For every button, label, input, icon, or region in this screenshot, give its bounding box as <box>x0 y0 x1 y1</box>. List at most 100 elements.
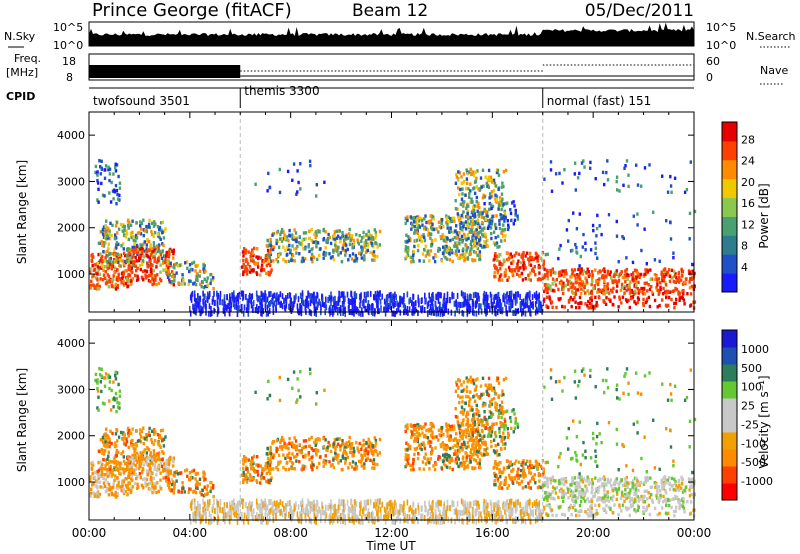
power-cell <box>475 310 478 317</box>
date-title: 05/Dec/2011 <box>585 1 694 21</box>
power-cell <box>447 245 450 250</box>
power-cell <box>208 303 211 310</box>
power-cell <box>249 258 253 263</box>
power-cell <box>321 301 324 307</box>
power-cell <box>478 295 480 302</box>
power-cell <box>202 290 204 297</box>
power-cell <box>288 303 290 310</box>
power-cell <box>462 301 465 308</box>
power-cell <box>637 297 640 301</box>
power-cell <box>489 221 492 225</box>
power-cell <box>606 287 610 291</box>
power-cell <box>359 293 361 300</box>
power-cell <box>525 293 527 300</box>
power-cell <box>669 174 672 179</box>
velocity-cell <box>159 445 162 449</box>
power-cell <box>300 306 302 313</box>
velocity-cell <box>158 433 162 438</box>
velocity-cell <box>155 453 158 457</box>
power-cell <box>403 292 405 299</box>
velocity-cell <box>144 477 147 481</box>
velocity-cell <box>205 487 208 491</box>
power-cell <box>484 308 486 315</box>
velocity-cell <box>254 390 257 394</box>
velocity-cell <box>452 438 455 442</box>
power-cell <box>310 252 314 257</box>
power-cell <box>360 292 362 299</box>
power-cell <box>490 220 494 224</box>
power-cell <box>461 200 465 205</box>
power-cell <box>403 303 406 309</box>
power-cell <box>334 295 336 302</box>
power-cell <box>272 301 274 308</box>
power-cell <box>424 244 427 248</box>
power-cell <box>623 166 626 170</box>
power-cell <box>316 257 319 262</box>
velocity-cell <box>139 432 142 436</box>
power-cell <box>267 171 270 176</box>
power-cell <box>93 267 97 272</box>
velocity-cell <box>127 434 130 438</box>
power-cell <box>520 305 522 312</box>
power-cell <box>466 293 469 300</box>
power-cell <box>509 208 512 212</box>
velocity-cell <box>348 440 351 444</box>
power-cell <box>606 285 609 289</box>
power-cell <box>105 260 109 264</box>
power-cell <box>470 294 472 300</box>
power-cell <box>660 270 663 274</box>
power-cell <box>284 305 287 312</box>
power-cell <box>308 229 311 233</box>
power-cell <box>434 238 437 242</box>
power-cell <box>344 307 346 314</box>
velocity-cell <box>346 444 350 448</box>
velocity-cell <box>156 481 159 485</box>
power-cell <box>461 301 463 308</box>
power-cell <box>128 264 131 268</box>
power-cell <box>470 240 473 244</box>
power-cell <box>109 259 112 264</box>
power-cell <box>428 221 431 225</box>
power-cell <box>305 302 308 309</box>
power-cell <box>367 308 370 315</box>
velocity-cell <box>127 481 131 485</box>
velocity-cell <box>358 459 361 464</box>
power-cell <box>369 290 372 297</box>
power-cell <box>350 257 354 261</box>
power-cell <box>373 308 376 315</box>
power-cell <box>285 253 288 257</box>
power-cell <box>194 269 197 273</box>
power-cell <box>329 241 333 246</box>
power-cell <box>342 310 344 316</box>
power-cell <box>497 234 500 239</box>
power-cell <box>480 220 484 225</box>
power-cell <box>534 301 537 308</box>
velocity-cell <box>134 447 137 451</box>
power-cell <box>466 299 469 306</box>
velocity-cell <box>138 472 142 476</box>
velocity-cell <box>363 452 366 456</box>
power-cell <box>539 306 542 313</box>
power-cell <box>328 307 330 314</box>
power-cell <box>392 302 394 309</box>
velocity-cell <box>255 463 258 467</box>
power-cell <box>204 269 207 273</box>
power-cell <box>264 295 266 302</box>
power-cell <box>108 167 112 171</box>
velocity-cell <box>476 454 480 459</box>
power-cell <box>659 287 662 292</box>
power-cell <box>632 271 635 275</box>
power-cell <box>351 302 354 308</box>
power-cell <box>680 278 683 282</box>
power-cell <box>613 295 616 299</box>
power-cell <box>369 236 373 241</box>
power-cell <box>336 249 339 253</box>
velocity-cell <box>108 444 111 449</box>
power-cell <box>430 238 434 243</box>
power-cell <box>644 268 647 272</box>
power-cell <box>110 284 114 289</box>
velocity-cell <box>152 449 156 453</box>
power-cell <box>545 295 549 299</box>
velocity-cell <box>101 440 105 444</box>
power-cell <box>101 227 105 232</box>
